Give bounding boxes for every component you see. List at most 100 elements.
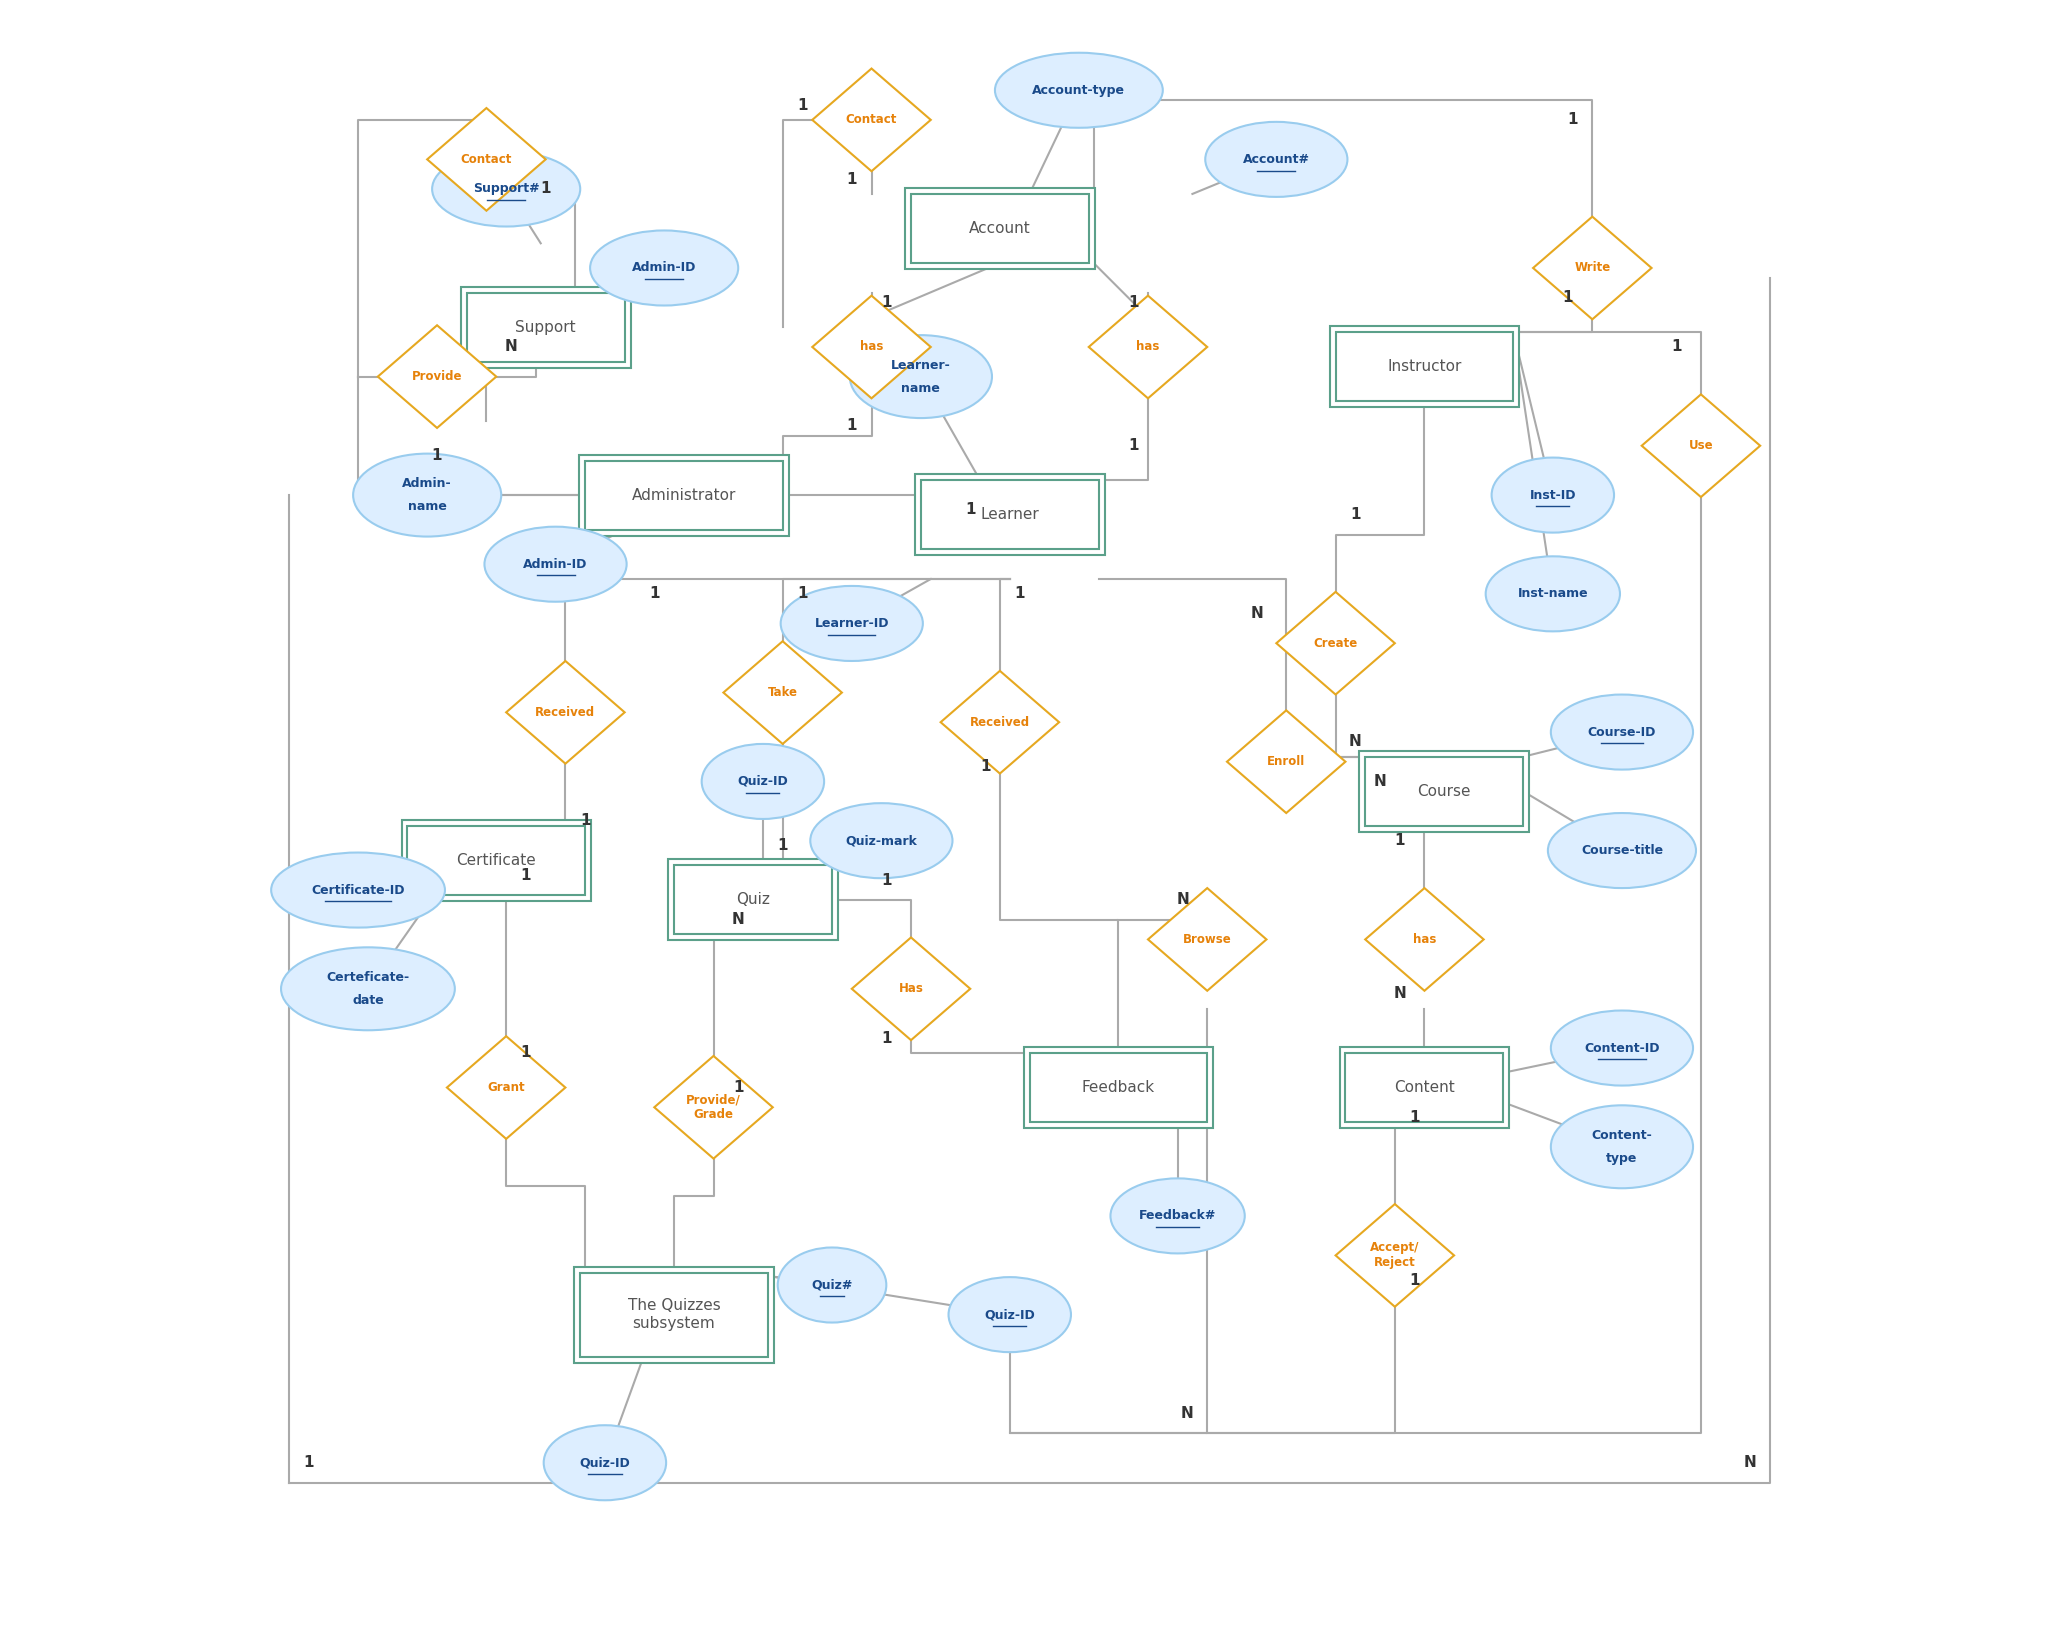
Text: Inst-name: Inst-name (1517, 588, 1587, 601)
Polygon shape (1365, 888, 1485, 991)
Text: Has: Has (898, 982, 922, 996)
Text: Feedback: Feedback (1081, 1080, 1155, 1095)
Text: 1: 1 (649, 586, 659, 601)
FancyBboxPatch shape (673, 865, 832, 935)
Polygon shape (1149, 888, 1266, 991)
FancyBboxPatch shape (402, 819, 591, 901)
Text: 1: 1 (778, 839, 789, 854)
FancyBboxPatch shape (914, 475, 1104, 555)
Text: Quiz-ID: Quiz-ID (984, 1309, 1036, 1322)
Text: 1: 1 (1672, 339, 1682, 354)
Text: N: N (1182, 1405, 1194, 1421)
Text: has: has (1412, 934, 1435, 947)
Text: N: N (1394, 986, 1406, 1002)
Text: 1: 1 (581, 813, 591, 829)
Polygon shape (852, 937, 970, 1040)
Text: Learner: Learner (980, 508, 1040, 522)
Ellipse shape (432, 152, 581, 227)
Text: name: name (902, 382, 941, 395)
Text: Quiz-ID: Quiz-ID (579, 1456, 630, 1469)
Text: 1: 1 (1128, 295, 1139, 310)
Text: Browse: Browse (1182, 934, 1231, 947)
FancyBboxPatch shape (1345, 1053, 1503, 1123)
Ellipse shape (811, 803, 953, 878)
FancyBboxPatch shape (920, 480, 1100, 550)
FancyBboxPatch shape (1030, 1053, 1207, 1123)
Text: Admin-ID: Admin-ID (523, 558, 587, 571)
FancyBboxPatch shape (581, 1273, 768, 1356)
Ellipse shape (949, 1278, 1071, 1353)
Text: 1: 1 (521, 868, 531, 883)
Text: The Quizzes
subsystem: The Quizzes subsystem (628, 1299, 721, 1330)
Text: 1: 1 (797, 98, 807, 113)
Text: 1: 1 (1128, 439, 1139, 454)
Text: Contact: Contact (846, 113, 898, 126)
Text: Account: Account (970, 220, 1032, 237)
Text: Quiz-mark: Quiz-mark (846, 834, 918, 847)
FancyBboxPatch shape (467, 292, 624, 362)
Text: Instructor: Instructor (1388, 359, 1462, 374)
FancyBboxPatch shape (1023, 1048, 1213, 1128)
Ellipse shape (272, 852, 445, 927)
Text: type: type (1606, 1152, 1637, 1165)
Text: Write: Write (1575, 261, 1610, 274)
FancyBboxPatch shape (1330, 326, 1520, 408)
Text: N: N (1373, 774, 1386, 788)
Polygon shape (426, 108, 546, 211)
Text: 1: 1 (539, 181, 552, 196)
Text: Received: Received (535, 705, 595, 718)
Text: 1: 1 (881, 873, 892, 888)
Polygon shape (1336, 1204, 1454, 1307)
FancyBboxPatch shape (408, 826, 585, 894)
Text: Content-ID: Content-ID (1583, 1041, 1660, 1054)
Ellipse shape (778, 1247, 885, 1322)
Text: N: N (731, 912, 745, 927)
Text: Received: Received (970, 716, 1030, 730)
Text: Create: Create (1314, 636, 1357, 650)
Text: Account-type: Account-type (1032, 83, 1126, 96)
Ellipse shape (1550, 1010, 1692, 1085)
Text: Accept/
Reject: Accept/ Reject (1369, 1242, 1419, 1270)
Text: 1: 1 (521, 1046, 531, 1061)
FancyBboxPatch shape (574, 1266, 774, 1363)
FancyBboxPatch shape (667, 860, 838, 940)
Text: Quiz: Quiz (735, 893, 770, 907)
Text: has: has (861, 341, 883, 354)
Text: Admin-ID: Admin-ID (632, 261, 696, 274)
Text: Contact: Contact (461, 153, 513, 166)
Ellipse shape (354, 454, 500, 537)
Polygon shape (1534, 217, 1651, 320)
Text: name: name (408, 499, 447, 512)
Text: 1: 1 (1567, 113, 1577, 127)
Polygon shape (1641, 395, 1760, 498)
Ellipse shape (544, 1425, 667, 1500)
Text: Certeficate-: Certeficate- (327, 971, 410, 984)
Text: 1: 1 (1408, 1110, 1421, 1124)
Text: Content-: Content- (1592, 1129, 1651, 1142)
Text: 1: 1 (881, 295, 892, 310)
Polygon shape (941, 671, 1058, 774)
Ellipse shape (780, 586, 922, 661)
Text: 1: 1 (303, 1456, 313, 1470)
Text: Administrator: Administrator (632, 488, 737, 503)
Text: Course-title: Course-title (1581, 844, 1664, 857)
Text: 1: 1 (1015, 586, 1025, 601)
Text: date: date (352, 994, 383, 1007)
Text: N: N (1176, 893, 1188, 907)
Ellipse shape (1550, 1105, 1692, 1188)
Polygon shape (811, 69, 931, 171)
Text: Grant: Grant (488, 1080, 525, 1093)
Text: 1: 1 (881, 1031, 892, 1046)
Text: Take: Take (768, 685, 797, 698)
Text: Provide: Provide (412, 370, 463, 384)
Text: Feedback#: Feedback# (1139, 1209, 1217, 1222)
FancyBboxPatch shape (1359, 751, 1530, 832)
Text: Learner-: Learner- (892, 359, 951, 372)
Ellipse shape (1487, 557, 1620, 632)
Ellipse shape (1491, 457, 1614, 532)
FancyBboxPatch shape (1365, 757, 1524, 826)
Text: 1: 1 (846, 171, 857, 186)
Polygon shape (507, 661, 624, 764)
Polygon shape (655, 1056, 772, 1159)
Text: Learner-ID: Learner-ID (815, 617, 889, 630)
